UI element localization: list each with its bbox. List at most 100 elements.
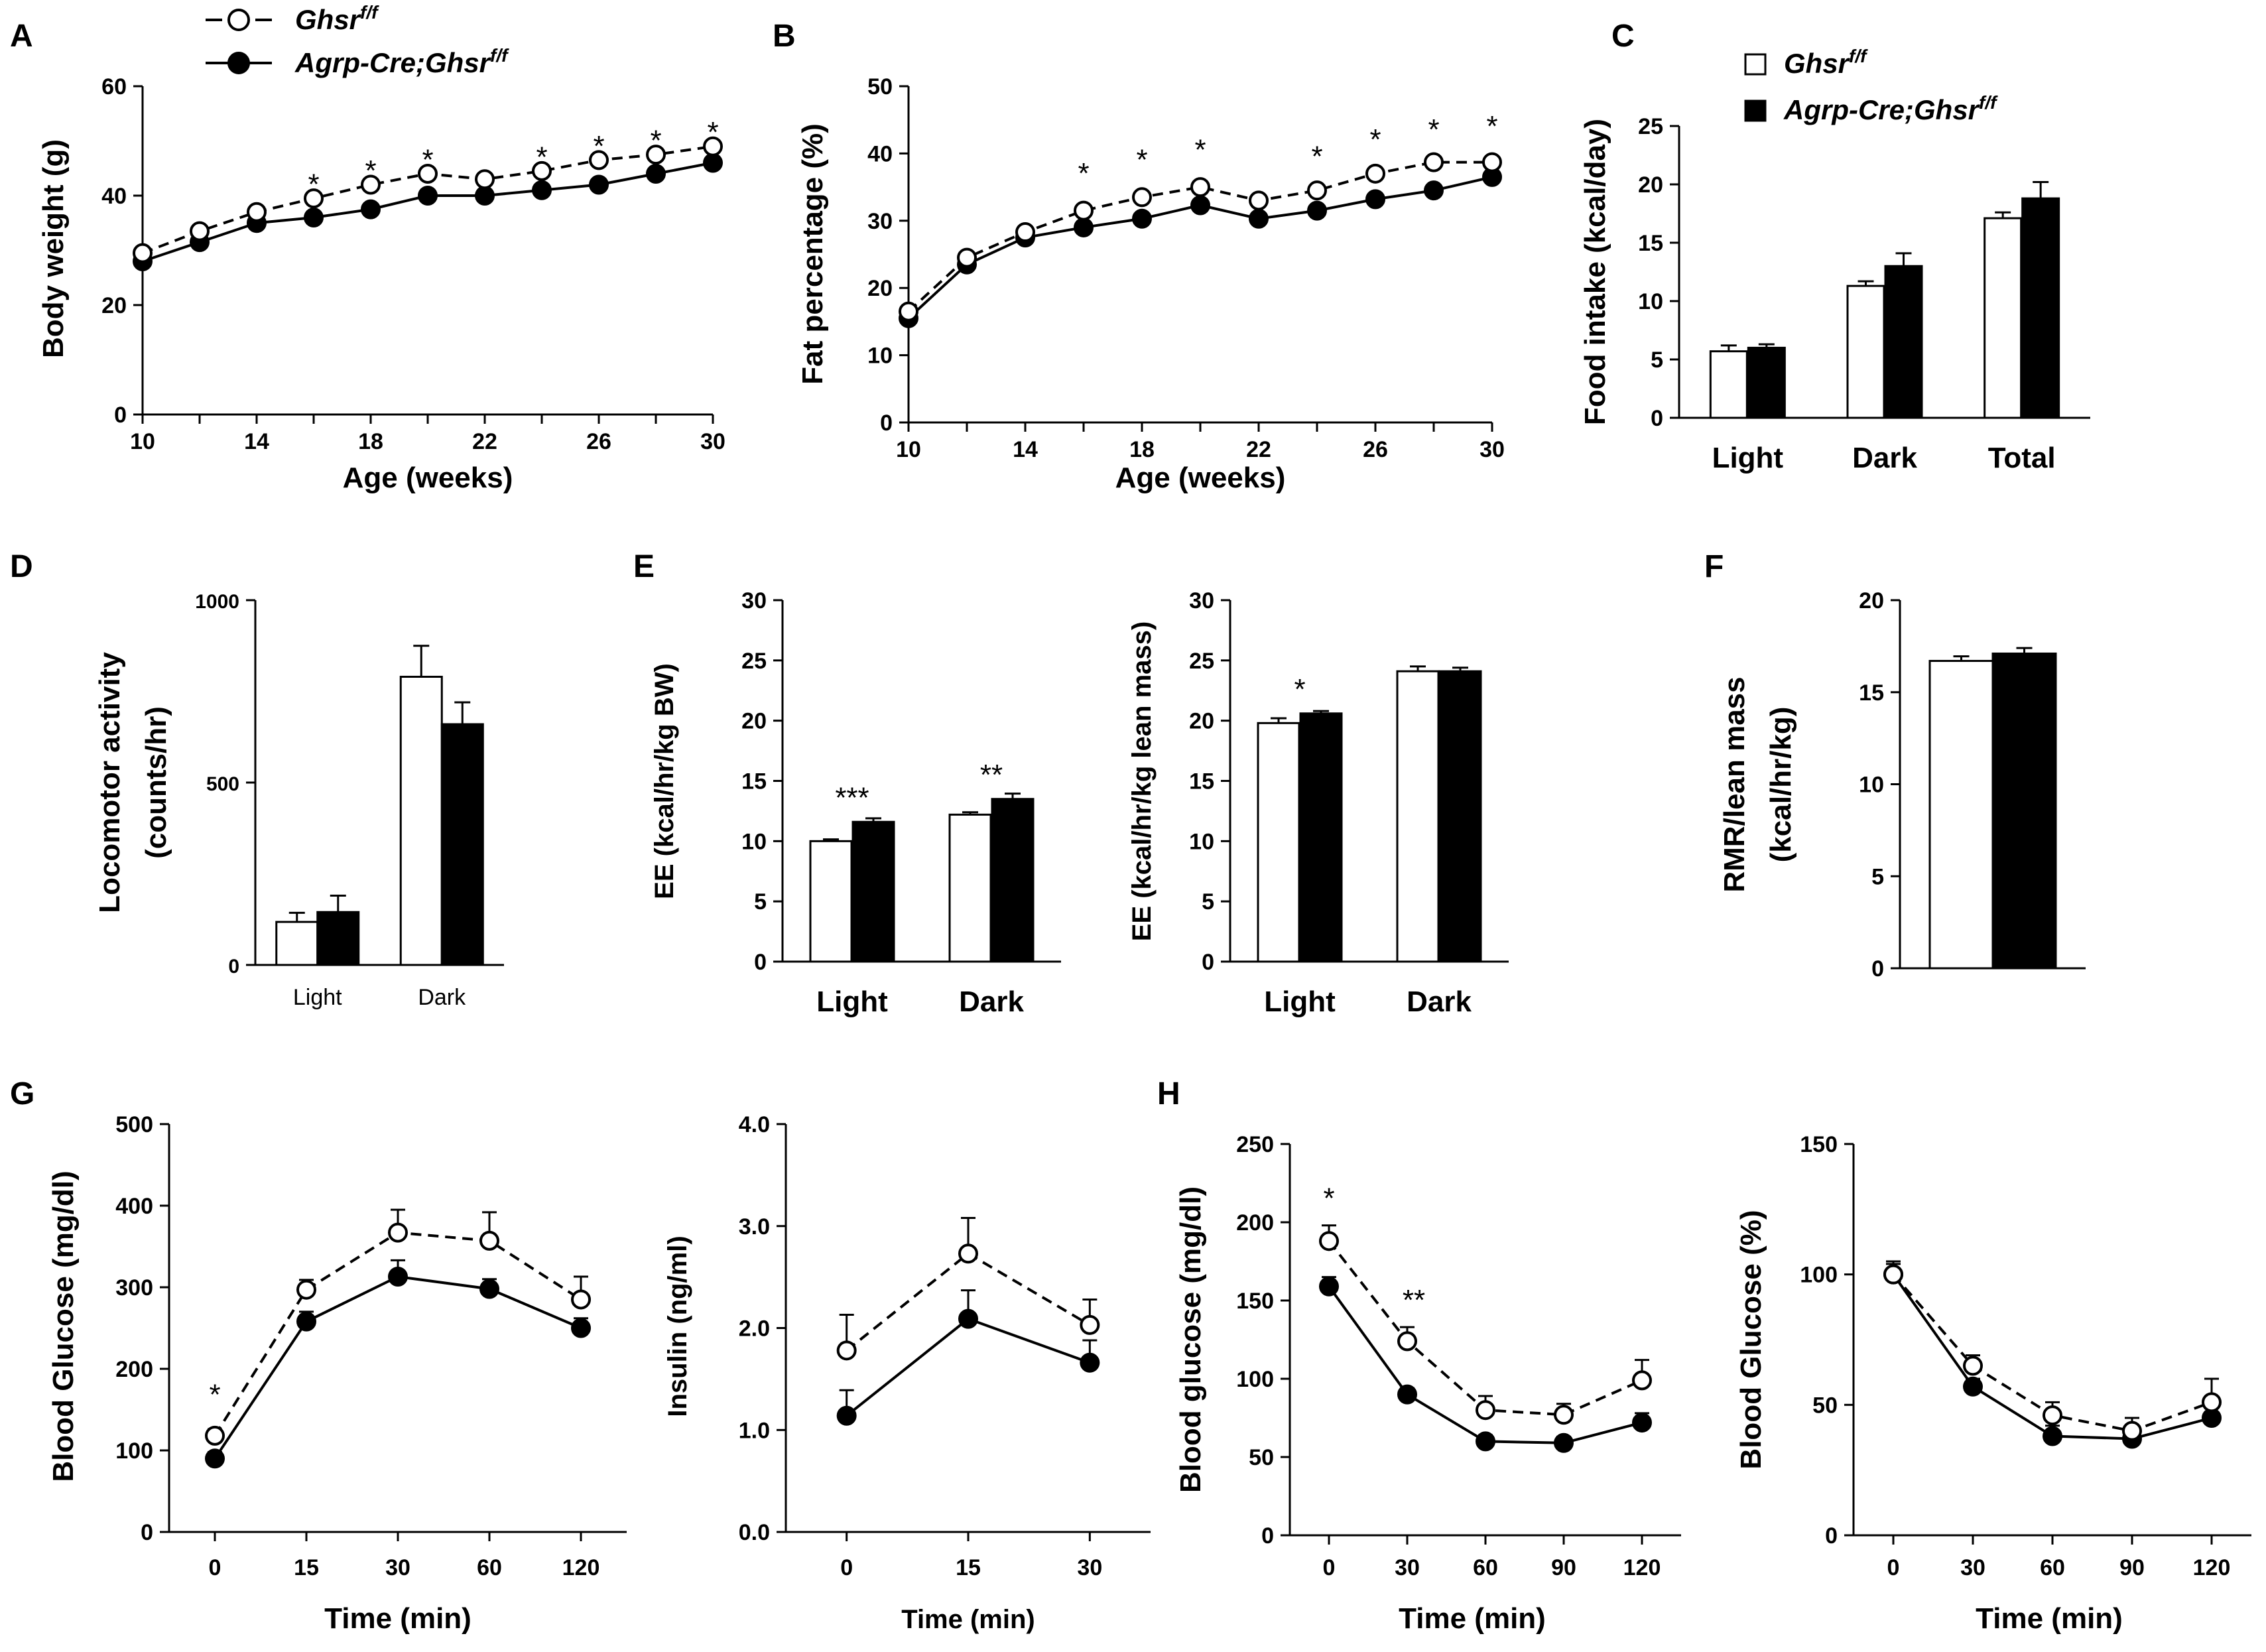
- point-H1-1-3: [1554, 1432, 1574, 1453]
- y-tick-label-G1-3: 300: [115, 1275, 153, 1301]
- y-tick-label-F-1: 5: [1871, 864, 1884, 889]
- y-tick-label-B-2: 20: [867, 276, 893, 301]
- annotation-A-1: *: [365, 155, 376, 187]
- annotation-A-0: *: [308, 168, 319, 201]
- x-category-label-E1-0: Light: [816, 985, 888, 1018]
- point-B-0-7: [1307, 180, 1327, 201]
- x-tick-label-H2-3: 90: [2119, 1555, 2145, 1580]
- legend-top-ctrl-text: Ghsrf/f: [295, 2, 379, 35]
- y-tick-label-G1-2: 200: [115, 1357, 153, 1382]
- bar-F-0-0: [1928, 660, 1994, 970]
- point-A-0-0: [133, 243, 153, 263]
- y-label-F: RMR/lean mass: [1718, 676, 1751, 892]
- point-A-0-4: [361, 174, 381, 195]
- y-tick-label-E2-4: 20: [1189, 709, 1214, 734]
- point-B-0-5: [1190, 177, 1210, 198]
- y-tick-label-H1-0: 0: [1261, 1523, 1274, 1549]
- y-tick-label-E2-3: 15: [1189, 769, 1214, 794]
- panel-letter-B: B: [773, 19, 796, 54]
- point-A-0-10: [703, 136, 723, 157]
- annotation-A-2: *: [422, 143, 433, 176]
- bar-C-2-0: [1983, 217, 2023, 419]
- annotation-E1-1: **: [980, 759, 1003, 791]
- panel-G1: G 0 100 200 300 400 500 Blood Glucose (mg/dl) 0 1…: [10, 1076, 627, 1635]
- y-tick-label-A-3: 60: [101, 74, 127, 99]
- y-tick-label-D-0: 0: [228, 956, 239, 978]
- point-G1-0-0: [205, 1425, 225, 1446]
- point-H2-1-2: [2043, 1426, 2062, 1446]
- x-tick-label-H1-0: 0: [1323, 1555, 1336, 1580]
- y-tick-label-G2-1: 1.0: [739, 1418, 770, 1443]
- x-tick-label-H1-3: 90: [1551, 1555, 1576, 1580]
- point-H1-1-2: [1476, 1431, 1495, 1452]
- point-H2-0-1: [1963, 1356, 1983, 1376]
- y-tick-label-H2-2: 100: [1800, 1263, 1838, 1288]
- x-tick-label-B-1: 14: [1013, 437, 1038, 462]
- point-G1-1-4: [571, 1318, 591, 1338]
- panel-letter-D: D: [10, 549, 33, 584]
- point-A-1-4: [361, 199, 381, 220]
- x-category-label-E2-1: Dark: [1407, 985, 1472, 1018]
- panel-C: C 0 5 10 15 20 25 Food intake (kcal/day) Light Da…: [1579, 19, 2090, 474]
- annotation-B-0: *: [1078, 157, 1089, 190]
- point-B-0-6: [1249, 190, 1269, 211]
- point-H1-0-0: [1319, 1231, 1339, 1251]
- y-tick-label-G2-0: 0.0: [739, 1520, 770, 1545]
- y-label-G1: Blood Glucose (mg/dl): [47, 1171, 80, 1482]
- point-B-0-8: [1365, 163, 1385, 184]
- point-A-0-2: [247, 202, 267, 222]
- point-A-1-5: [418, 186, 438, 206]
- point-G1-0-2: [388, 1222, 408, 1243]
- bar-E1-0-1: [851, 820, 895, 963]
- x-category-label-E2-0: Light: [1264, 985, 1336, 1018]
- x-category-label-C-0: Light: [1712, 442, 1784, 474]
- y-label-E1: EE (kcal/hr/kg BW): [650, 663, 679, 899]
- bar-C-0-1: [1747, 346, 1786, 419]
- x-category-label-D-1: Dark: [418, 985, 466, 1010]
- annotation-A-3: *: [536, 141, 547, 173]
- annotation-B-1: *: [1136, 144, 1147, 176]
- x-tick-label-H1-2: 60: [1473, 1555, 1498, 1580]
- annotation-B-2: *: [1194, 133, 1206, 166]
- annotation-A-6: *: [707, 116, 718, 149]
- y-tick-label-E1-4: 20: [741, 709, 767, 734]
- y-tick-label-G2-2: 2.0: [739, 1316, 770, 1342]
- x-tick-label-G1-0: 0: [209, 1555, 221, 1580]
- y-tick-label-H2-3: 150: [1800, 1132, 1838, 1157]
- bar-F-0-1: [1991, 652, 2057, 970]
- x-label-H2: Time (min): [1976, 1602, 2123, 1635]
- point-A-1-9: [646, 164, 666, 184]
- point-A-0-6: [475, 169, 495, 190]
- y-tick-label-E2-6: 30: [1189, 588, 1214, 613]
- x-tick-label-G1-2: 30: [385, 1555, 410, 1580]
- y-tick-label-B-4: 40: [867, 141, 893, 166]
- point-B-1-7: [1307, 200, 1327, 221]
- y-tick-label-A-1: 20: [101, 293, 127, 318]
- point-A-0-1: [190, 221, 210, 241]
- x-tick-label-H1-1: 30: [1395, 1555, 1420, 1580]
- panel-E2: 0 5 10 15 20 25 30 EE (kcal/hr/kg lean mass) Lig…: [1127, 588, 1509, 1018]
- panel-G2: 0.0 1.0 2.0 3.0 4.0 Insulin (ng/ml) 0 15 30 Time …: [663, 1112, 1151, 1634]
- panel-E1: E 0 5 10 15 20 25 30 EE (kcal/hr/kg BW) Light Dark…: [633, 549, 1061, 1018]
- y-tick-label-A-0: 0: [114, 403, 127, 428]
- y-tick-label-H2-0: 0: [1825, 1523, 1838, 1549]
- annotation-B-6: *: [1486, 110, 1497, 143]
- y-tick-label-E1-2: 10: [741, 829, 767, 854]
- point-G1-0-3: [479, 1230, 499, 1251]
- x-tick-label-A-0: 10: [130, 429, 155, 454]
- x-tick-label-A-3: 22: [472, 429, 497, 454]
- x-tick-label-B-4: 26: [1363, 437, 1388, 462]
- x-label-A: Age (weeks): [343, 462, 513, 494]
- y-label-D: Locomotor activity: [94, 652, 126, 913]
- point-A-0-7: [532, 160, 552, 181]
- y-label-A: Body weight (g): [37, 139, 70, 358]
- point-B-0-3: [1074, 200, 1094, 221]
- y-tick-label-G1-1: 100: [115, 1438, 153, 1464]
- point-H1-1-0: [1319, 1276, 1339, 1297]
- annotation-G1-0: *: [209, 1378, 220, 1411]
- bar-E1-0-0: [809, 840, 853, 963]
- point-B-0-0: [899, 301, 918, 322]
- point-G2-0-0: [836, 1340, 857, 1361]
- y-tick-label-H1-2: 100: [1236, 1367, 1274, 1392]
- x-tick-label-B-3: 22: [1246, 437, 1271, 462]
